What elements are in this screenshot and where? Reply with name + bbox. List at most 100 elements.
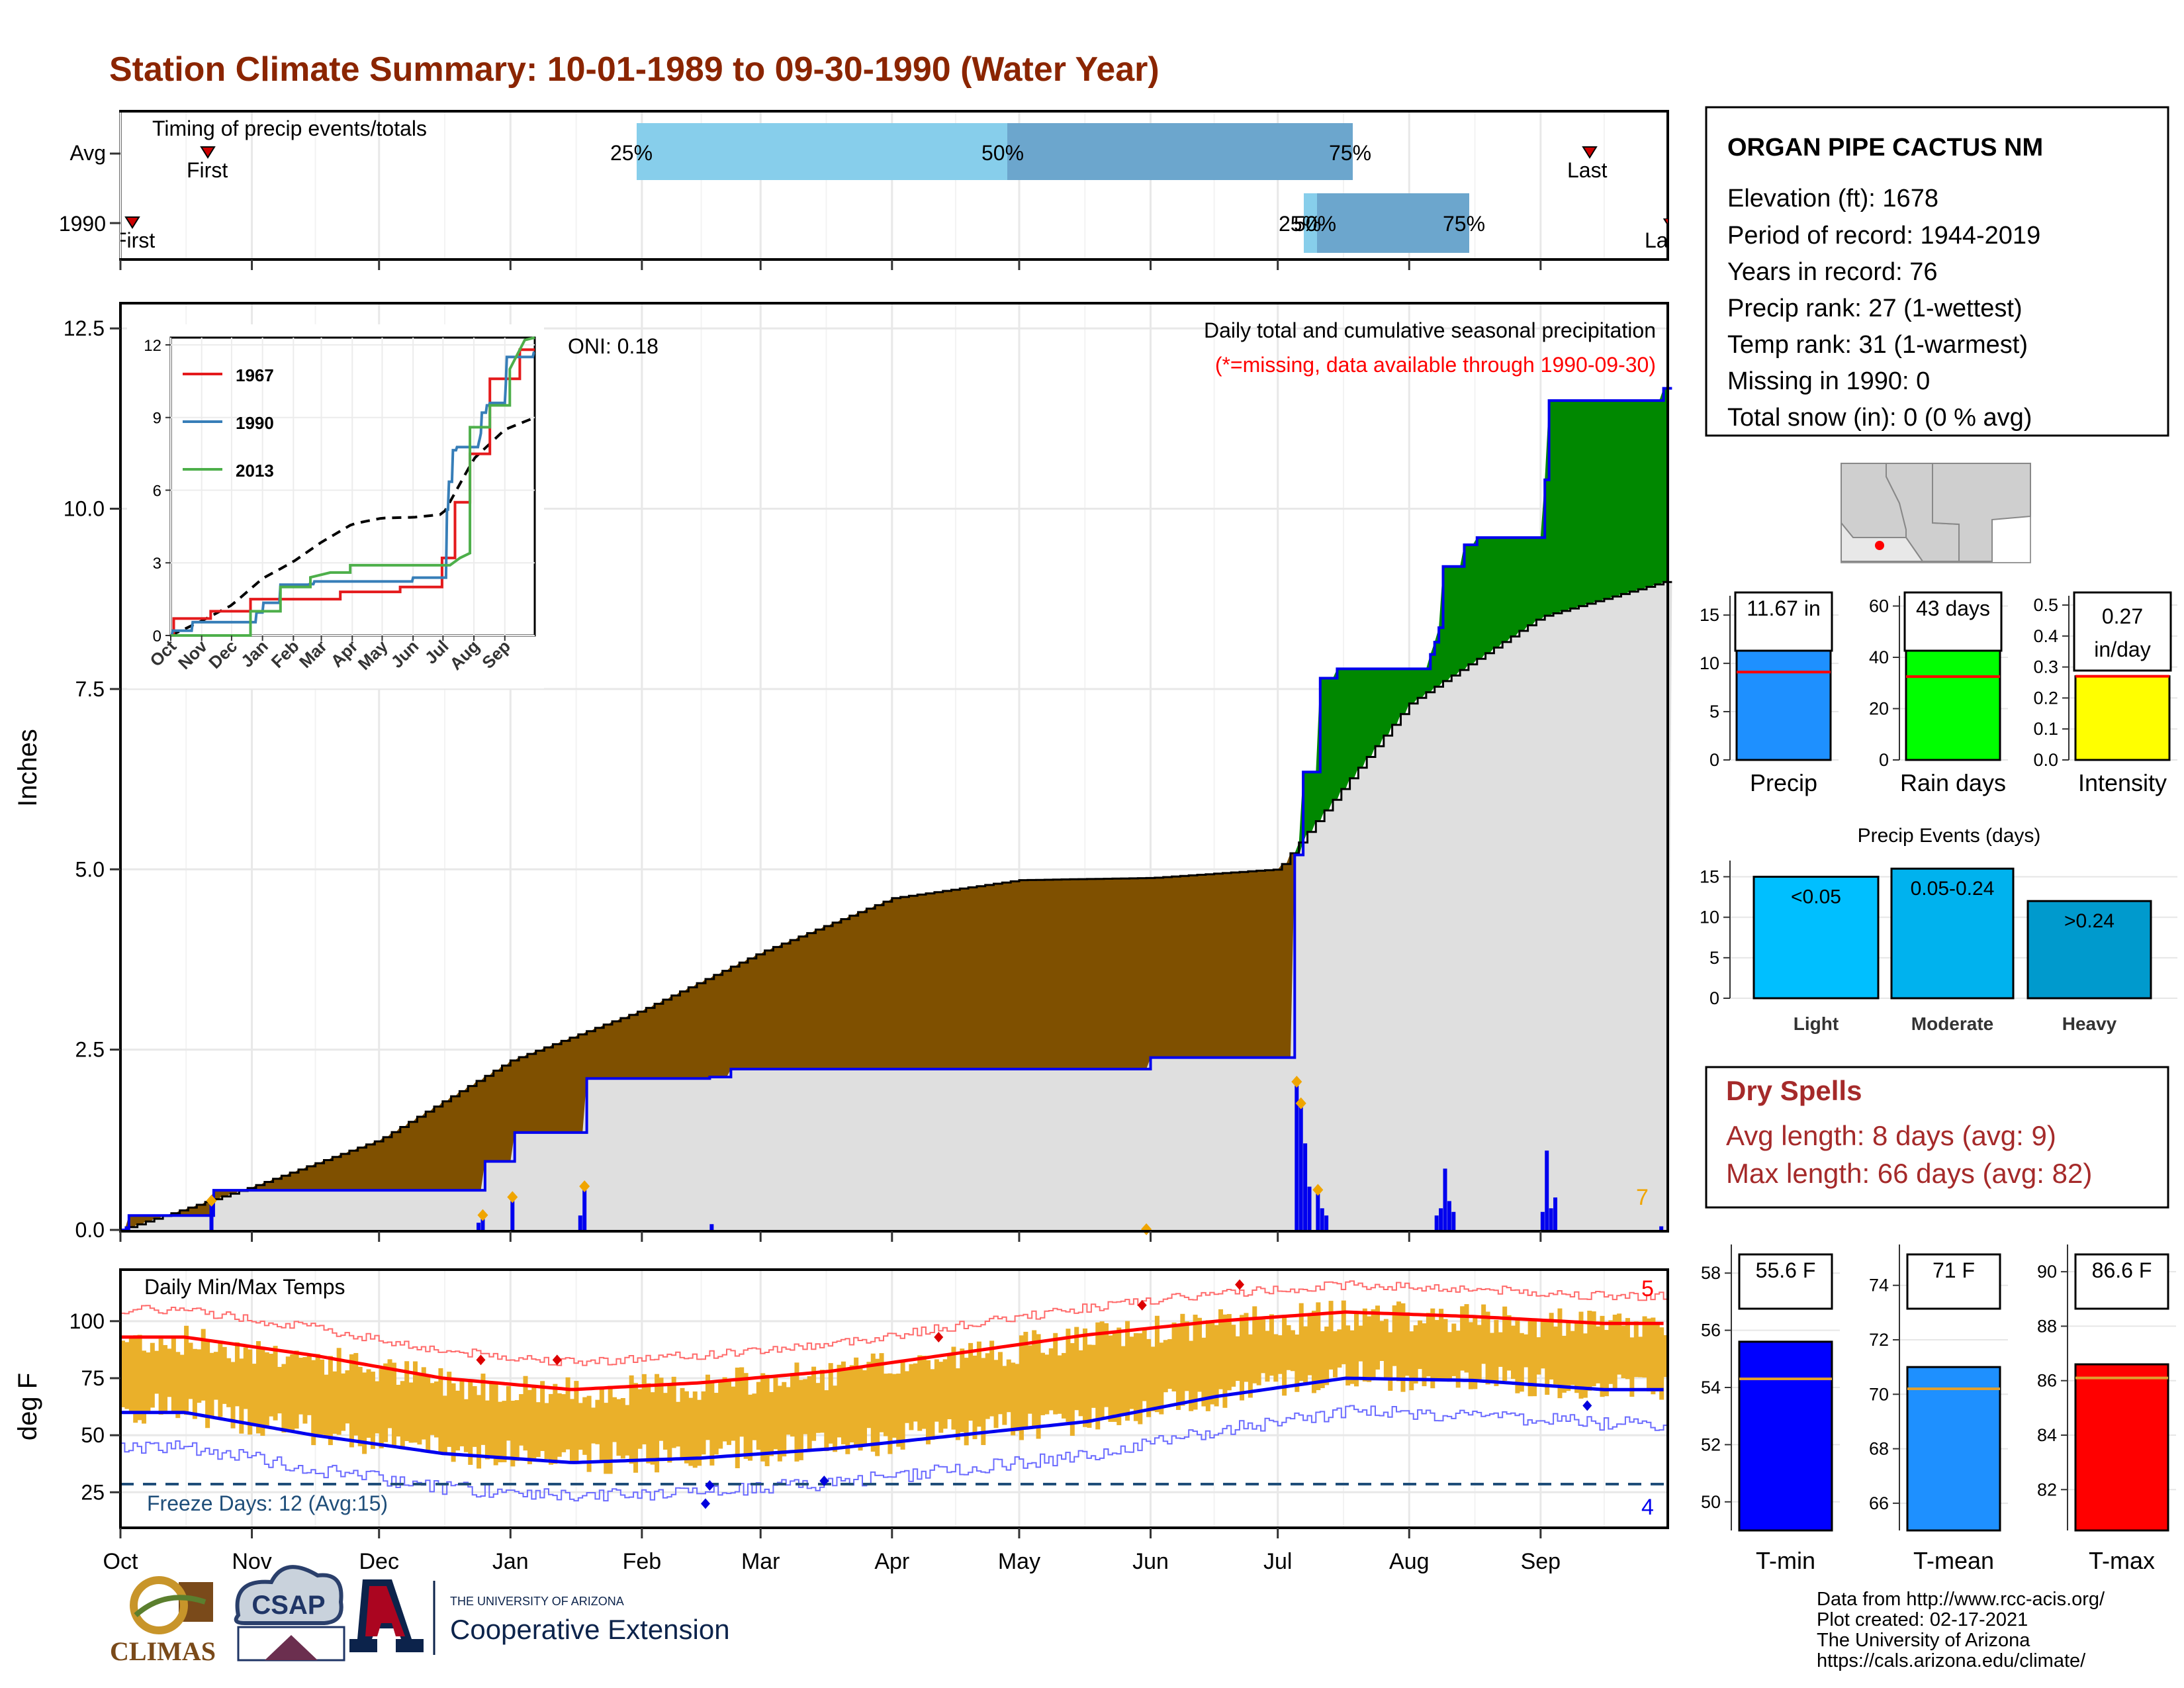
daily-temp-bar [298,1358,304,1415]
daily-temp-bar [455,1390,461,1451]
daily-temp-bar [387,1359,392,1429]
stat-bar [2074,1363,2169,1532]
stat-ytick: 86 [2037,1371,2057,1391]
stat-ytick: 0.3 [2033,657,2058,677]
footer-line-1: Data from http://www.rcc-acis.org/ [1817,1589,2105,1610]
daily-temp-bar [1150,1346,1156,1411]
events-bar [1752,875,1880,1000]
daily-temp-bar [349,1354,354,1448]
daily-temp-bar [1651,1317,1656,1395]
daily-temp-bar [442,1395,447,1456]
daily-temp-bar [133,1335,138,1423]
daily-precip-bar [1295,1086,1299,1230]
daily-temp-bar [1032,1330,1037,1427]
daily-temp-bar [794,1362,799,1462]
daily-temp-bar [434,1381,439,1438]
daily-temp-bar [1642,1316,1647,1378]
temp-panel: 25 50 75 100 Oct Nov Dec Jan Feb Mar Apr May Jun Jul… [13,1268,1669,1574]
daily-precip-bar [1320,1208,1324,1230]
inset-2013-line [171,336,535,637]
stat-bar [1735,646,1832,761]
stat-ytick: 0.2 [2033,688,2058,708]
station-info-box: ORGAN PIPE CACTUS NM Elevation (ft): 167… [1705,106,2169,437]
events-ytick: 0 [1709,988,1719,1008]
timing-avg-last: Last [1567,158,1608,182]
daily-temp-bar [1578,1311,1584,1399]
daily-temp-bar [909,1364,914,1430]
daily-temp-bar [290,1354,295,1430]
climas-text: CLIMAS [110,1636,216,1666]
daily-temp-bar [391,1362,396,1446]
daily-temp-bar [1189,1340,1194,1411]
tmin-bar-label: T-min [1756,1547,1815,1574]
daily-temp-bar [1159,1342,1164,1415]
temp-count-hi: 5 [1641,1276,1654,1301]
daily-temp-bar [1298,1303,1304,1382]
daily-temp-bar [662,1393,668,1450]
stat-ytick: 0.0 [2033,750,2058,770]
daily-temp-bar [535,1402,541,1458]
daily-temp-bar [1404,1312,1410,1376]
timing-avg-25: 25% [610,141,653,165]
daily-temp-bar [353,1352,359,1436]
raindays-value-box [1903,591,2003,652]
record-event-marker [206,1194,217,1207]
timing-avg-first-marker [200,146,216,159]
daily-temp-bar [1256,1316,1261,1385]
daily-temp-bar [1307,1314,1312,1376]
month-label: Nov [232,1549,271,1574]
timing-1990-first-marker [124,216,140,229]
daily-temp-bar [230,1362,236,1429]
events-ytick: 10 [1700,908,1719,927]
intensity-value: 0.27 [2102,604,2143,628]
events-bar-label: 0.05-0.24 [1911,878,1995,900]
daily-temp-bar [1430,1308,1435,1389]
daily-temp-bar [701,1391,706,1455]
daily-temp-bar [408,1382,414,1443]
daily-temp-bar [306,1356,312,1415]
precip-bar-label: Precip [1750,769,1817,796]
daily-temp-bar [858,1366,863,1451]
daily-temp-bar [1138,1333,1143,1425]
daily-temp-bar [1443,1319,1448,1381]
daily-temp-bar [1349,1330,1355,1384]
daily-temp-bar [841,1361,846,1444]
daily-temp-bar [1337,1329,1342,1368]
daily-temp-bar [824,1390,829,1452]
stat-bar [1905,648,2001,761]
stat-ytick: 82 [2037,1479,2057,1499]
surplus-area [1295,388,1668,855]
precip-title: Daily total and cumulative seasonal prec… [1204,318,1656,342]
daily-temp-bar [412,1361,418,1443]
daily-temp-bar [586,1395,592,1472]
precip-ytick: 0.0 [75,1218,105,1242]
deficit-area [120,853,1295,1230]
daily-temp-bar [1485,1311,1490,1385]
inset-average-line [170,416,535,637]
page-title: Station Climate Summary: 10-01-1989 to 0… [109,50,1160,89]
daily-temp-bar [1295,1335,1300,1392]
daily-temp-bar [786,1387,791,1435]
daily-temp-bar [604,1403,609,1474]
daily-temp-bar [459,1380,465,1446]
daily-temp-bar [463,1399,469,1452]
intensity-bar-label: Intensity [2078,769,2167,796]
daily-precip-bar [1447,1201,1451,1230]
daily-temp-bar [531,1385,537,1459]
daily-precip-bar [1439,1208,1443,1230]
average-max-line [120,1310,1664,1391]
location-map [1841,463,2031,563]
daily-temp-bar [1197,1317,1202,1392]
daily-temp-bar [620,1398,625,1459]
stat-ytick: 0 [1709,750,1719,770]
daily-precip-bar [1324,1215,1329,1230]
record-high-marker [552,1354,562,1366]
daily-precip-bars [124,1086,1664,1230]
daily-temp-bar [951,1346,956,1430]
daily-temp-bar [1464,1304,1469,1373]
daily-temp-bar [1210,1322,1215,1405]
events-bar-label: <0.05 [1791,886,1841,908]
daily-temp-bar [709,1381,715,1466]
daily-temp-bar [1277,1335,1283,1374]
average-min-line [120,1376,1664,1464]
